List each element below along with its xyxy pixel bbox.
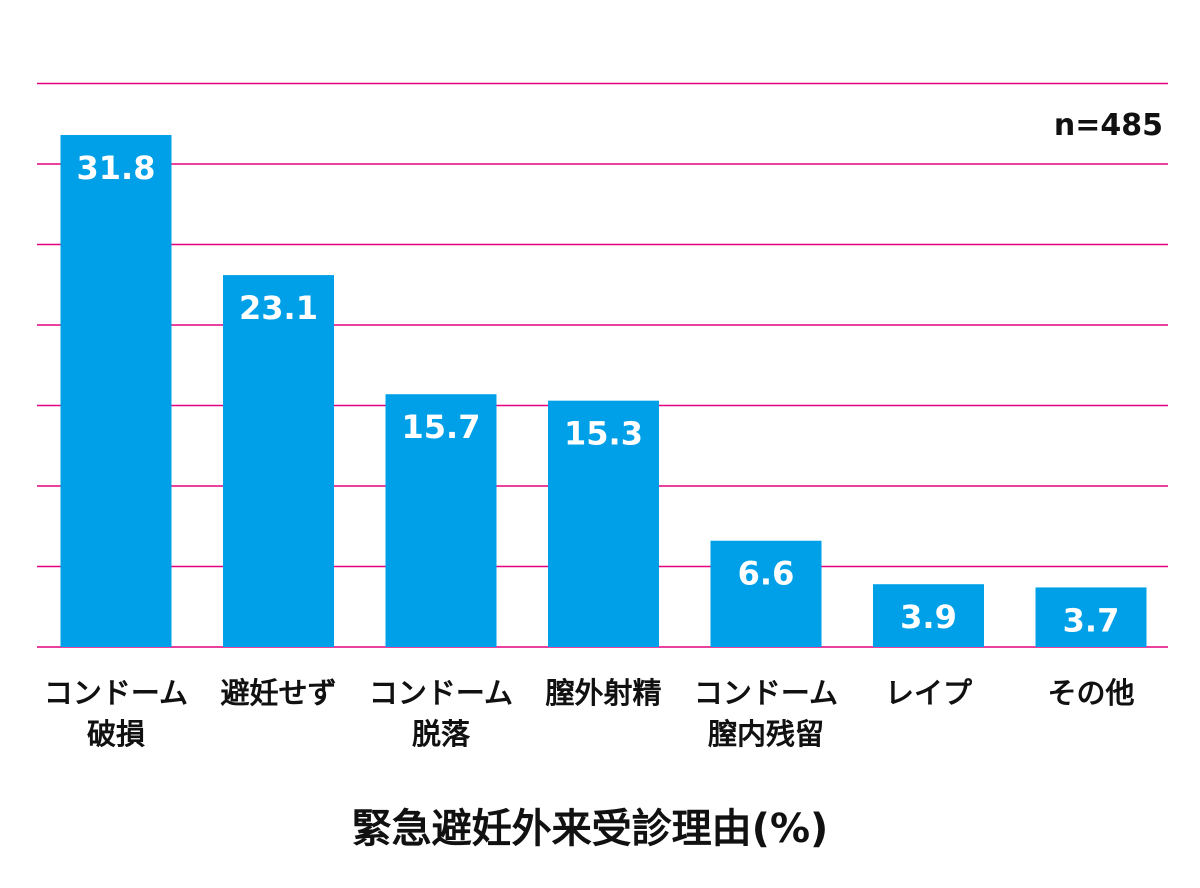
category-label-5-line-0: レイプ — [885, 676, 973, 710]
bar-value-label-4: 6.6 — [738, 555, 795, 593]
bar-value-label-0: 31.8 — [77, 149, 156, 187]
category-label-0-line-1: 破損 — [87, 717, 145, 751]
bar-2 — [385, 394, 497, 647]
bar-value-labels: 31.8 23.1 15.7 15.3 6.6 3.9 3.7 — [77, 149, 1120, 639]
bar-5 — [873, 584, 984, 647]
bar-value-label-6: 3.7 — [1063, 601, 1120, 639]
bar-value-label-3: 15.3 — [564, 415, 643, 453]
sample-size-annotation: n=485 — [1054, 108, 1163, 143]
bar-0 — [60, 135, 172, 647]
bar-4 — [710, 540, 822, 647]
category-label-0-line-0: コンドーム — [44, 676, 188, 710]
bar-value-label-1: 23.1 — [239, 289, 318, 327]
bar-3 — [548, 400, 659, 647]
chart-title: 緊急避妊外来受診理由(%) — [352, 806, 829, 852]
bar-value-label-5: 3.9 — [900, 598, 957, 636]
category-label-3-line-0: 膣外射精 — [545, 676, 661, 710]
bar-6 — [1035, 587, 1147, 647]
bars — [60, 135, 1147, 647]
category-label-2-line-0: コンドーム — [369, 676, 513, 710]
category-label-1-line-0: 避妊せず — [220, 676, 336, 710]
bar-value-label-2: 15.7 — [402, 408, 481, 446]
bar-1 — [223, 275, 334, 647]
category-label-2-line-1: 脱落 — [412, 717, 471, 751]
category-label-4-line-1: 膣内残留 — [708, 717, 824, 751]
category-label-6-line-0: その他 — [1047, 676, 1134, 710]
category-label-4-line-0: コンドーム — [694, 676, 838, 710]
